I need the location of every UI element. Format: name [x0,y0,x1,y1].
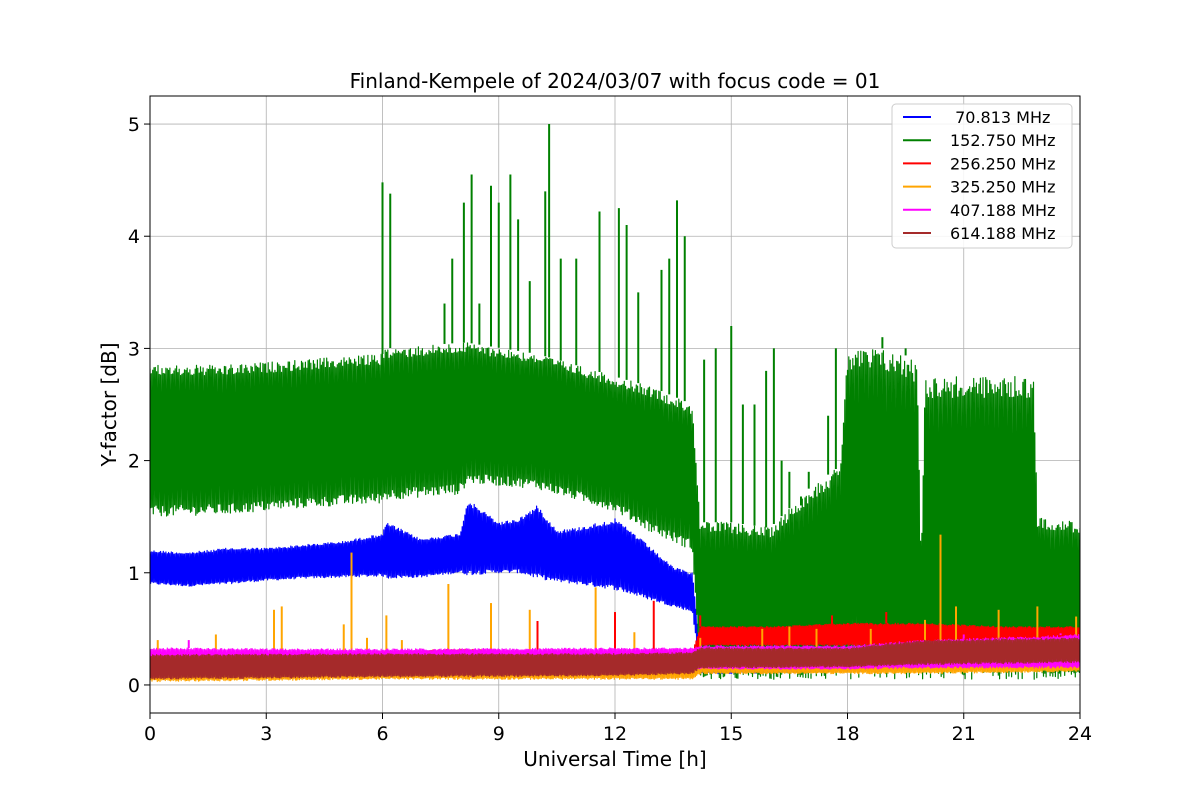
y-axis-title: Y-factor [dB] [97,342,121,467]
legend-items: 70.813 MHz 152.750 MHz 256.250 MHz 325.250 … [903,108,1055,243]
x-tick-label: 24 [1068,723,1092,745]
series-5 [150,637,1080,680]
y-tick-label: 5 [128,114,140,136]
series-line-5 [150,637,1080,680]
x-axis-ticks: 0 3 6 9 12 15 18 21 24 [144,713,1092,745]
series-layer [150,124,1080,683]
y-tick-label: 1 [128,563,140,585]
y-tick-label: 2 [128,451,140,473]
legend-label-5: 614.188 MHz [950,224,1055,243]
legend: 70.813 MHz 152.750 MHz 256.250 MHz 325.250 … [891,103,1073,249]
legend-label-4: 407.188 MHz [950,201,1055,220]
x-tick-label: 0 [144,723,156,745]
x-tick-label: 21 [952,723,976,745]
x-axis-title: Universal Time [h] [523,747,706,771]
plot-area [150,124,1080,683]
series-line-1 [150,342,1080,680]
x-tick-label: 18 [835,723,859,745]
y-axis-ticks: 0 1 2 3 4 5 [128,114,150,697]
x-tick-label: 12 [603,723,627,745]
chart-title: Finland-Kempele of 2024/03/07 with focus… [350,69,881,93]
y-tick-label: 3 [128,338,140,360]
y-tick-label: 4 [128,226,140,248]
legend-box [891,103,1073,249]
x-tick-label: 15 [719,723,743,745]
legend-label-0: 70.813 MHz [950,108,1050,127]
x-tick-label: 9 [493,723,505,745]
y-tick-label: 0 [128,675,140,697]
x-tick-label: 3 [260,723,272,745]
legend-label-3: 325.250 MHz [950,178,1055,197]
legend-label-2: 256.250 MHz [950,154,1055,173]
x-tick-label: 6 [376,723,388,745]
legend-label-1: 152.750 MHz [950,131,1055,150]
series-1 [150,124,1080,680]
